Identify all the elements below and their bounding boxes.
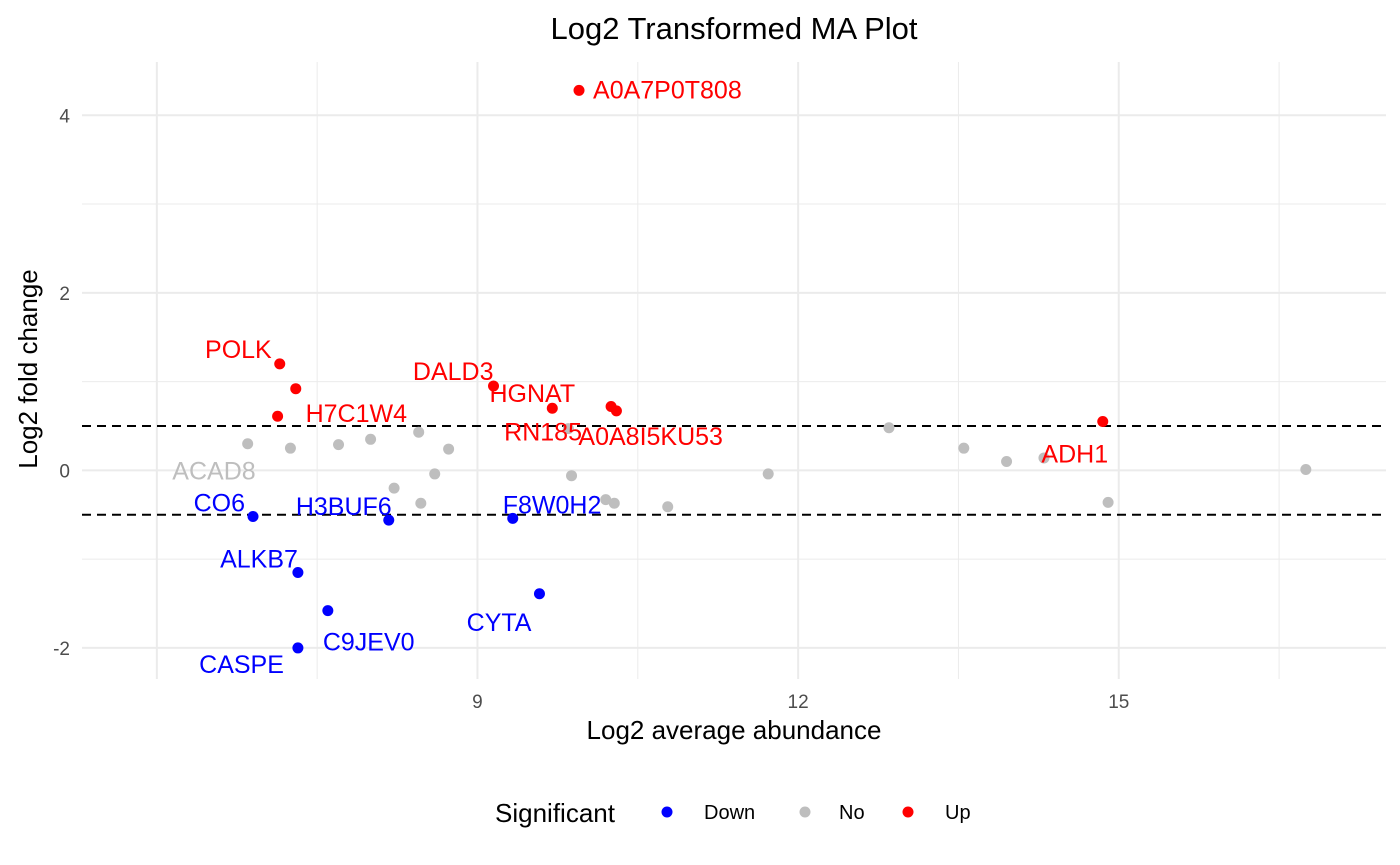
data-point-no bbox=[662, 501, 674, 513]
y-tick-label: 2 bbox=[59, 284, 70, 305]
data-point-up bbox=[488, 380, 500, 392]
data-point-down bbox=[322, 605, 334, 617]
data-point-up bbox=[272, 410, 284, 422]
data-point-down bbox=[383, 514, 395, 526]
data-point-no bbox=[284, 442, 296, 454]
point-label: H7C1W4 bbox=[306, 400, 408, 428]
legend-key-down bbox=[661, 806, 673, 818]
legend-key-no bbox=[799, 806, 811, 818]
data-point-no bbox=[242, 438, 254, 450]
point-label: POLK bbox=[205, 336, 272, 364]
data-point-no bbox=[415, 497, 427, 509]
point-label: CASPE bbox=[199, 651, 284, 679]
data-point-down bbox=[292, 642, 304, 654]
legend-key-up bbox=[902, 806, 914, 818]
point-label: RN185 bbox=[504, 418, 582, 446]
y-axis-title: Log2 fold change bbox=[13, 269, 43, 469]
y-tick-label: -2 bbox=[53, 639, 70, 660]
point-label: A0A8I5KU53 bbox=[578, 423, 723, 451]
legend-label: Down bbox=[704, 802, 755, 824]
data-point-no bbox=[883, 422, 895, 434]
point-label: CO6 bbox=[194, 490, 245, 518]
grid bbox=[82, 62, 1386, 679]
point-label: A0A7P0T808 bbox=[593, 76, 742, 104]
point-label: C9JEV0 bbox=[323, 629, 415, 657]
data-point-down bbox=[292, 566, 304, 578]
data-point-up bbox=[274, 358, 286, 370]
data-point-up bbox=[290, 383, 302, 395]
data-point-no bbox=[958, 442, 970, 454]
point-label: HGNAT bbox=[489, 380, 575, 408]
legend-title: Significant bbox=[495, 798, 616, 828]
data-point-down bbox=[507, 512, 519, 524]
point-label: ACAD8 bbox=[172, 458, 255, 486]
data-point-no bbox=[608, 497, 620, 509]
x-tick-label: 9 bbox=[472, 692, 483, 713]
x-tick-label: 15 bbox=[1108, 692, 1129, 713]
point-label: ALKB7 bbox=[220, 545, 298, 573]
chart-title: Log2 Transformed MA Plot bbox=[550, 11, 917, 46]
data-point-no bbox=[762, 468, 774, 480]
data-point-up bbox=[610, 405, 622, 417]
data-point-no bbox=[388, 482, 400, 494]
threshold-lines bbox=[82, 424, 1386, 516]
point-label: ADH1 bbox=[1041, 441, 1108, 469]
data-point-no bbox=[365, 433, 377, 445]
data-point-no bbox=[443, 443, 455, 455]
legend-label: Up bbox=[945, 802, 971, 824]
point-label: CYTA bbox=[467, 609, 532, 637]
data-point-up bbox=[573, 84, 585, 96]
point-label: DALD3 bbox=[413, 358, 494, 386]
data-point-no bbox=[1102, 496, 1114, 508]
point-label: F8W0H2 bbox=[503, 491, 602, 519]
legend-label: No bbox=[839, 802, 865, 824]
y-tick-label: 0 bbox=[59, 461, 70, 482]
data-points bbox=[242, 84, 1312, 654]
data-point-no bbox=[1001, 455, 1013, 467]
data-point-no bbox=[333, 439, 345, 451]
data-point-down bbox=[247, 511, 259, 523]
data-point-no bbox=[1038, 452, 1050, 464]
data-point-no bbox=[566, 470, 578, 482]
data-point-no bbox=[413, 426, 425, 438]
data-point-no bbox=[562, 423, 574, 435]
x-tick-label: 12 bbox=[788, 692, 809, 713]
point-label: H3BUF6 bbox=[296, 493, 392, 521]
data-point-no bbox=[600, 494, 612, 506]
data-point-no bbox=[429, 468, 441, 480]
y-tick-label: 4 bbox=[59, 106, 70, 127]
data-point-down bbox=[533, 588, 545, 600]
data-point-up bbox=[1097, 416, 1109, 428]
data-point-up bbox=[546, 402, 558, 414]
x-axis-title: Log2 average abundance bbox=[587, 715, 882, 745]
data-point-no bbox=[1300, 463, 1312, 475]
tick-labels: 9 12 15 -2 0 2 4 bbox=[53, 106, 1129, 713]
legend-entries: Down No Up bbox=[661, 802, 971, 824]
legend: Significant Down No Up bbox=[495, 798, 971, 828]
